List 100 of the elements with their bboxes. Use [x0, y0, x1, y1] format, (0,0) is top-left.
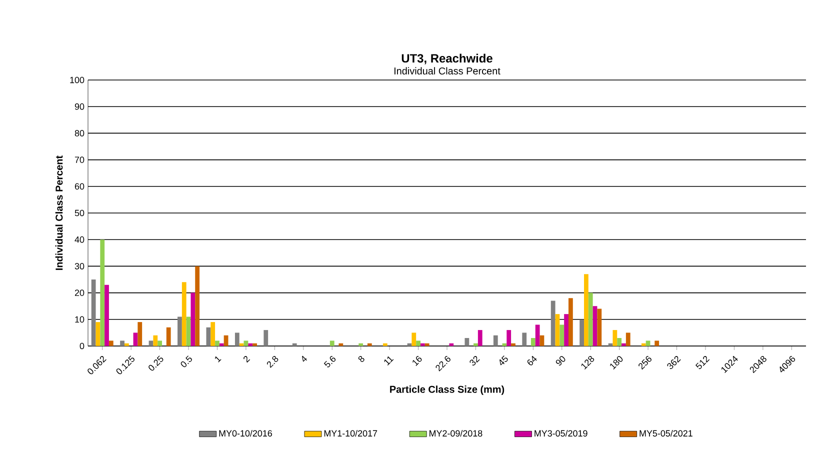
legend-label: MY5-05/2021 [640, 430, 692, 437]
bar [646, 340, 650, 346]
bar [493, 335, 498, 346]
bar [612, 330, 618, 346]
bar [474, 343, 478, 346]
bar [224, 335, 228, 346]
bar [535, 324, 540, 346]
bar [550, 300, 556, 346]
bar [641, 343, 646, 346]
y-tick-label: 70 [74, 156, 84, 163]
y-tick-label: 80 [74, 130, 84, 136]
x-tick-label: 512 [696, 356, 710, 370]
y-tick-label: 100 [70, 76, 84, 84]
bar [91, 280, 96, 346]
x-tick-label: 90 [556, 356, 566, 366]
bar [584, 274, 588, 346]
bar [166, 327, 171, 346]
x-tick-label: 180 [610, 356, 623, 370]
bar [502, 343, 507, 346]
bar [330, 340, 334, 346]
bar [124, 343, 129, 346]
x-tick-label: 8 [358, 356, 364, 362]
bar [367, 343, 372, 346]
bar [264, 330, 268, 346]
bar [338, 343, 344, 346]
y-axis-title: Individual Class Percent [55, 156, 63, 270]
bar [186, 316, 191, 346]
bar [178, 316, 182, 346]
x-tick-label: 0.5 [180, 356, 192, 368]
x-axis-title: Particle Class Size (mm) [390, 386, 504, 395]
y-tick-label: 0 [80, 342, 84, 350]
bar [588, 292, 593, 346]
bar [522, 332, 527, 346]
bar [190, 292, 196, 346]
bar [215, 340, 220, 346]
bar [96, 322, 100, 346]
x-tick-label: 32 [470, 356, 480, 366]
x-tick-label: 256 [638, 356, 652, 370]
y-tick-label: 90 [74, 103, 84, 110]
chart-title: UT3, Reachwide [402, 54, 492, 64]
x-tick-label: 4 [302, 356, 307, 362]
legend-label: MY0-10/2016 [219, 430, 272, 437]
bar [449, 343, 454, 346]
x-tick-label: 11 [384, 356, 394, 366]
bar [416, 340, 420, 346]
bar [597, 308, 602, 346]
bar [239, 343, 244, 346]
bar [592, 306, 598, 346]
bar [252, 343, 257, 346]
y-tick-label: 60 [74, 183, 84, 190]
y-tick-label: 30 [74, 263, 84, 270]
legend-label: MY3-05/2019 [534, 430, 588, 437]
bar [244, 340, 248, 346]
x-tick-label: 5.6 [324, 356, 336, 368]
bar [506, 330, 512, 346]
bar [555, 314, 560, 346]
bar [530, 338, 536, 346]
bar [358, 343, 364, 346]
bar [420, 343, 425, 346]
bar [148, 340, 154, 346]
bar [100, 240, 105, 346]
bar [626, 332, 630, 346]
chart-subtitle: Individual Class Percent [394, 67, 500, 74]
x-tick-label: 16 [412, 356, 422, 366]
bar [138, 322, 142, 346]
y-tick-label: 20 [74, 290, 84, 296]
bar [540, 335, 544, 346]
y-tick-label: 50 [74, 210, 84, 216]
x-tick-label: 2.8 [266, 356, 278, 368]
bar [104, 284, 109, 346]
x-tick-label: 128 [581, 356, 594, 370]
x-tick-label: 2 [244, 356, 250, 363]
x-tick-label: 45 [500, 356, 508, 366]
bar [292, 343, 297, 346]
legend-label: MY2-09/2018 [430, 430, 482, 437]
bar [412, 332, 416, 346]
bar [654, 340, 660, 346]
bar [564, 314, 568, 346]
bar [158, 340, 162, 346]
x-tick-label: 362 [667, 356, 681, 370]
x-tick-label: 1 [215, 356, 222, 362]
bar [382, 343, 388, 346]
bar [464, 338, 470, 346]
bar [424, 343, 430, 346]
y-tick-label: 40 [74, 236, 84, 243]
bar [219, 343, 224, 346]
bar [210, 322, 216, 346]
bar [568, 298, 573, 346]
bar [248, 343, 253, 346]
bar [234, 332, 240, 346]
bar [617, 338, 622, 346]
bar [560, 324, 564, 346]
bar [120, 340, 124, 346]
bar [108, 340, 114, 346]
bar [580, 319, 584, 346]
bar [195, 266, 200, 346]
bar [182, 282, 186, 346]
x-tick-label: 64 [527, 356, 537, 366]
y-tick-label: 10 [75, 316, 84, 323]
bar [478, 330, 482, 346]
